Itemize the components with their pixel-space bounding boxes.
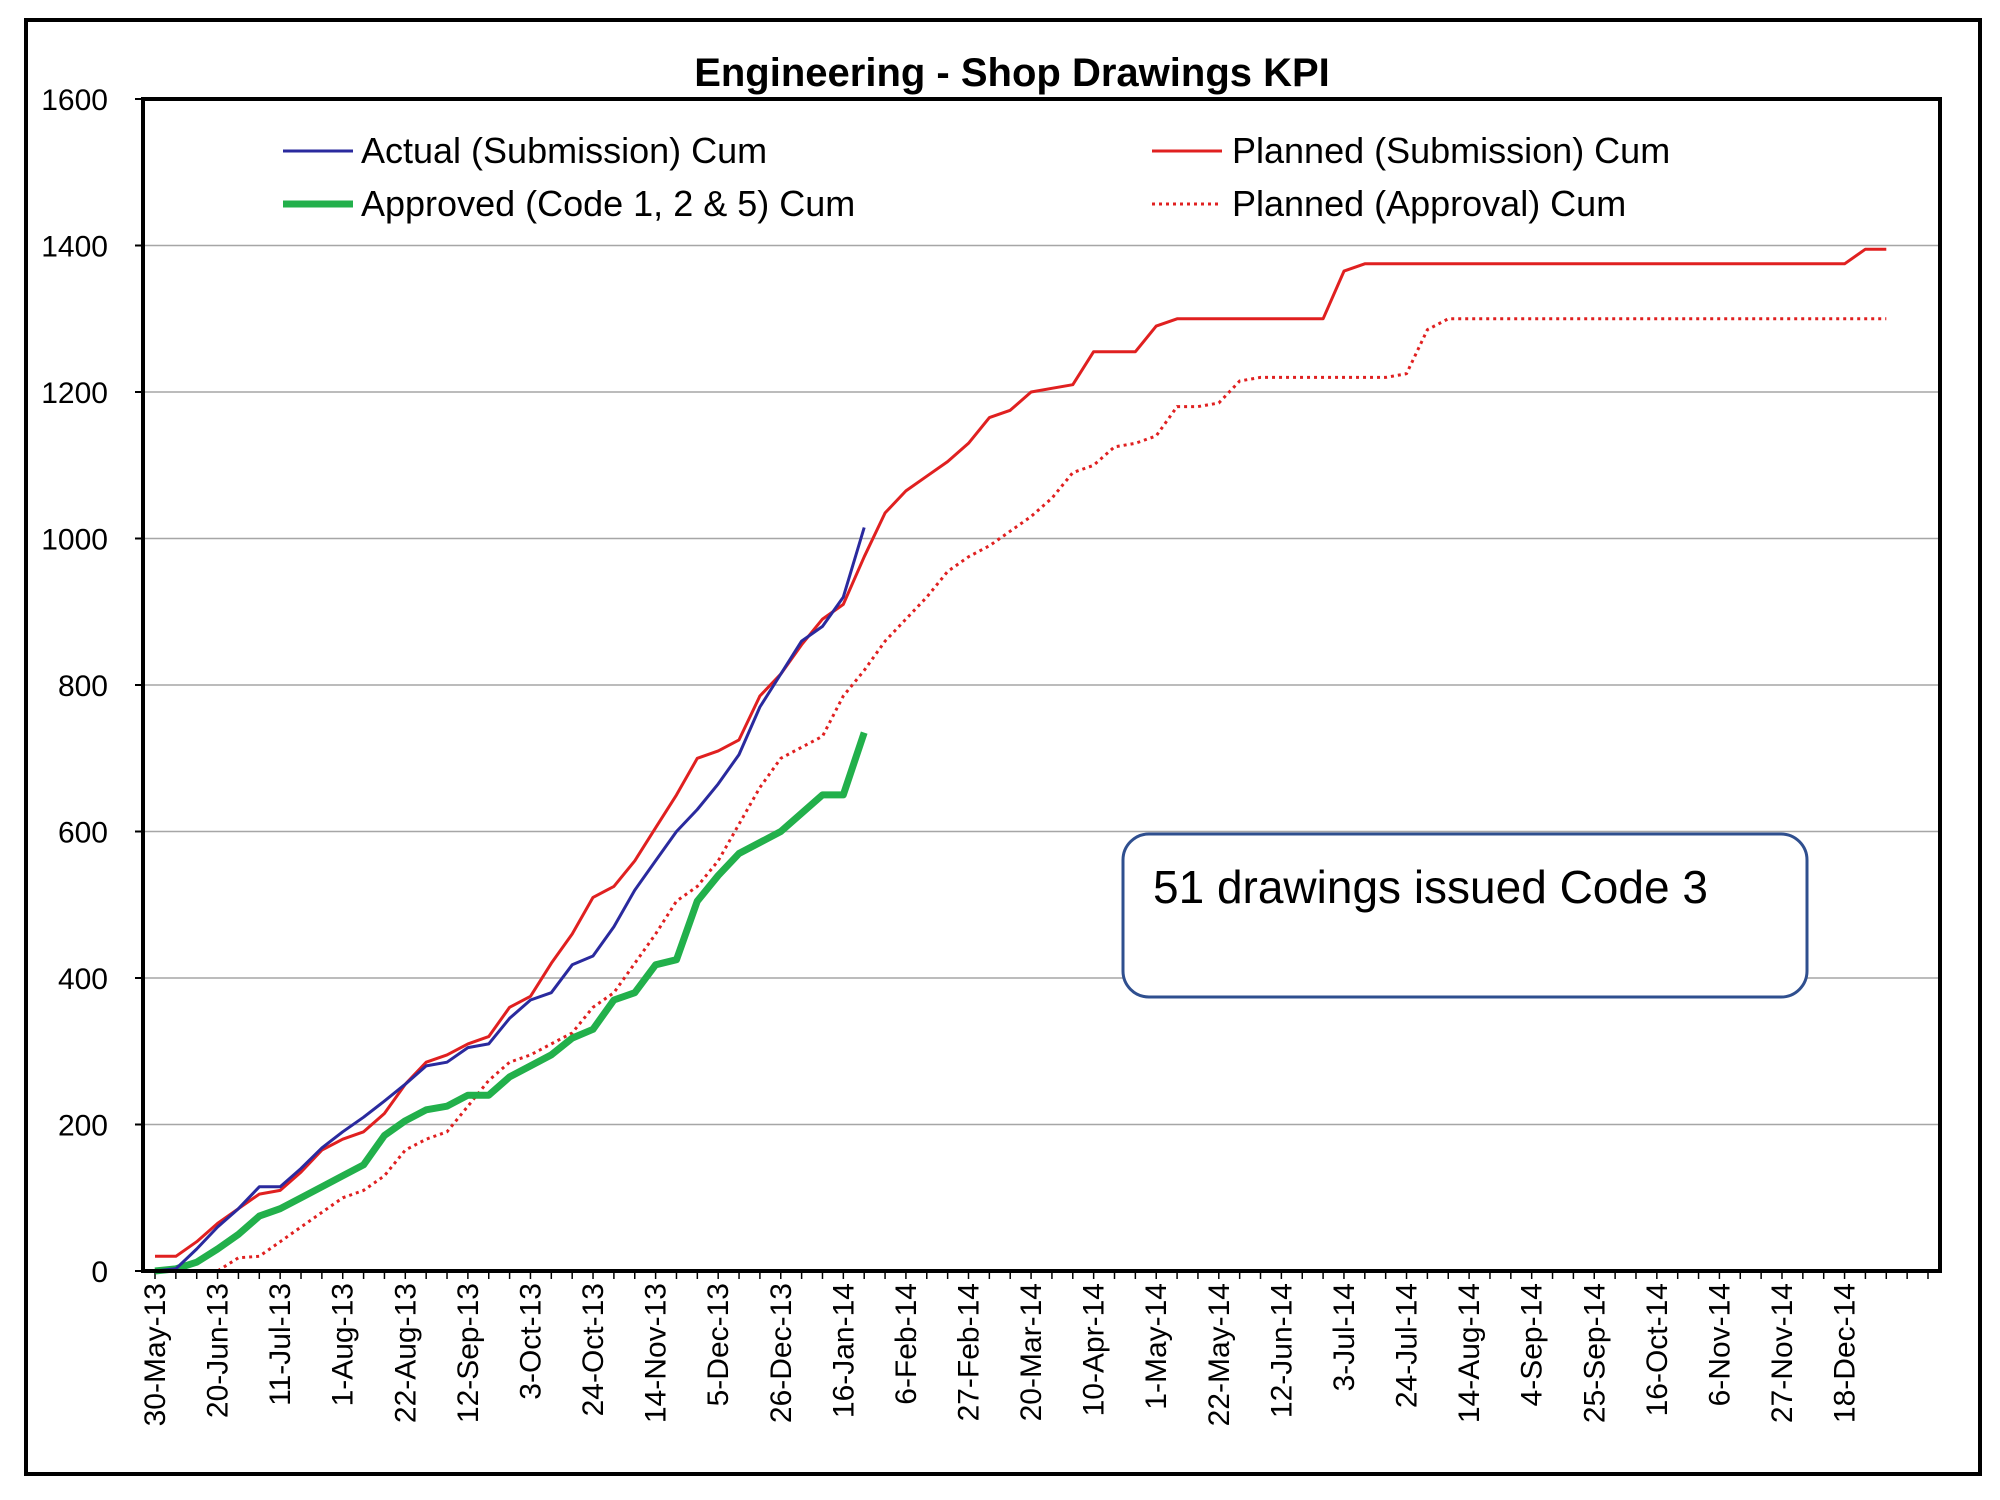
series-line-2 <box>155 247 1887 1258</box>
x-tick-label-5: 12-Sep-13 <box>452 1283 485 1423</box>
x-tick-label-3: 1-Aug-13 <box>327 1283 360 1406</box>
x-tick-label-7: 24-Oct-13 <box>577 1283 610 1416</box>
x-tick-label-8: 14-Nov-13 <box>640 1283 673 1423</box>
y-tick-label-1400: 1400 <box>41 231 108 264</box>
x-tick-label-9: 5-Dec-13 <box>702 1283 735 1406</box>
x-tick-label-0: 30-May-13 <box>139 1283 172 1426</box>
y-tick-label-800: 800 <box>58 670 108 703</box>
x-tick-label-18: 12-Jun-14 <box>1265 1283 1298 1418</box>
x-tick-label-25: 6-Nov-14 <box>1703 1283 1736 1406</box>
x-tick-label-2: 11-Jul-13 <box>264 1283 297 1406</box>
y-axis-ticks: 0 200 400 600 800 1000 1200 1400 1600 <box>41 84 143 1289</box>
x-tick-label-26: 27-Nov-14 <box>1766 1283 1799 1423</box>
y-tick-label-600: 600 <box>58 817 108 850</box>
x-tick-label-16: 1-May-14 <box>1140 1283 1173 1410</box>
plot-area-border <box>141 97 1942 1273</box>
legend-label-actual: Actual (Submission) Cum <box>361 130 767 171</box>
x-tick-label-23: 25-Sep-14 <box>1578 1283 1611 1423</box>
x-tick-label-12: 6-Feb-14 <box>890 1283 923 1405</box>
x-tick-label-4: 22-Aug-13 <box>389 1283 422 1423</box>
series-lines <box>154 247 1887 1275</box>
x-tick-label-11: 16-Jan-14 <box>827 1283 860 1418</box>
legend: Actual (Submission) Cum Approved (Code 1… <box>283 130 1670 224</box>
x-tick-label-13: 27-Feb-14 <box>952 1283 985 1421</box>
x-tick-label-10: 26-Dec-13 <box>765 1283 798 1423</box>
legend-label-planned-approval: Planned (Approval) Cum <box>1232 183 1626 224</box>
legend-label-planned-submission: Planned (Submission) Cum <box>1232 130 1670 171</box>
series-line-3 <box>155 317 1887 1273</box>
x-axis-ticks: 30-May-13 20-Jun-13 11-Jul-13 1-Aug-13 22-Au… <box>139 1271 1929 1426</box>
x-tick-label-17: 22-May-14 <box>1203 1283 1236 1426</box>
x-tick-label-1: 20-Jun-13 <box>202 1283 235 1418</box>
series-line-0 <box>154 527 866 1273</box>
x-tick-label-6: 3-Oct-13 <box>514 1283 547 1400</box>
annotation-box <box>1121 832 1809 999</box>
x-tick-label-21: 14-Aug-14 <box>1453 1283 1486 1423</box>
y-tick-label-1200: 1200 <box>41 377 108 410</box>
y-tick-label-200: 200 <box>58 1110 108 1143</box>
y-tick-label-0: 0 <box>91 1256 108 1289</box>
y-tick-label-400: 400 <box>58 963 108 996</box>
annotation-callout: 51 drawings issued Code 3 <box>1121 832 1809 999</box>
annotation-text: 51 drawings issued Code 3 <box>1153 861 1708 913</box>
x-tick-label-20: 24-Jul-14 <box>1391 1283 1424 1408</box>
chart-frame <box>24 18 1982 1476</box>
x-tick-label-27: 18-Dec-14 <box>1829 1283 1862 1423</box>
x-tick-label-24: 16-Oct-14 <box>1641 1283 1674 1416</box>
x-tick-label-22: 4-Sep-14 <box>1516 1283 1549 1406</box>
y-tick-label-1000: 1000 <box>41 524 108 557</box>
y-tick-label-1600: 1600 <box>41 84 108 117</box>
x-tick-label-14: 20-Mar-14 <box>1015 1283 1048 1421</box>
x-tick-label-15: 10-Apr-14 <box>1078 1283 1111 1416</box>
chart-title: Engineering - Shop Drawings KPI <box>694 51 1330 95</box>
x-tick-label-19: 3-Jul-14 <box>1328 1283 1361 1391</box>
series-line-1 <box>154 731 868 1275</box>
legend-label-approved: Approved (Code 1, 2 & 5) Cum <box>361 183 855 224</box>
